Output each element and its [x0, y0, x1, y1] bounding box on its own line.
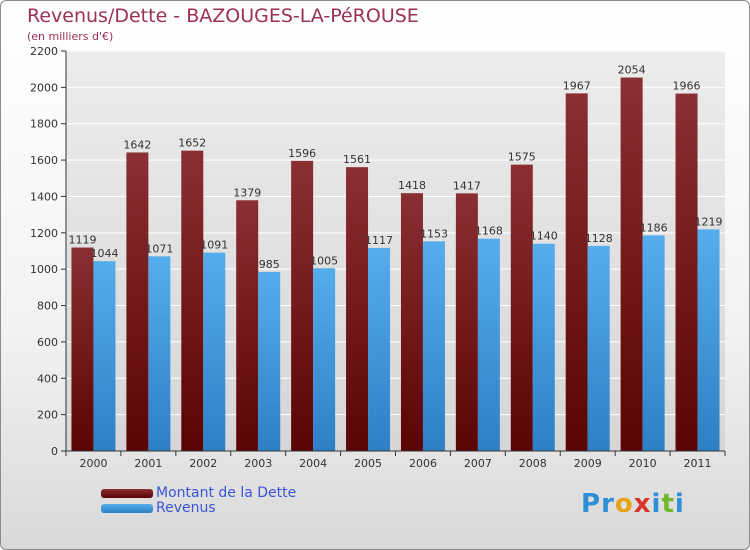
bar-revenus	[93, 261, 116, 451]
y-tick-label: 1000	[30, 263, 58, 276]
bar-dette	[400, 193, 423, 451]
y-tick-label: 1600	[30, 154, 58, 167]
bar-dette	[346, 167, 369, 451]
data-label: 1140	[530, 230, 558, 243]
bar-dette	[71, 247, 94, 451]
bar-dette	[620, 77, 643, 451]
x-tick-label: 2002	[189, 457, 217, 470]
logo-letter: o	[614, 489, 634, 519]
bar-dette	[181, 150, 204, 452]
bar-dette	[291, 160, 314, 451]
y-tick-label: 600	[37, 336, 58, 349]
data-label: 1966	[673, 80, 701, 93]
data-label: 1119	[68, 234, 96, 247]
y-tick-label: 0	[51, 445, 58, 458]
data-label: 1168	[475, 225, 503, 238]
legend-label-revenus: Revenus	[156, 500, 216, 516]
y-tick-label: 1400	[30, 190, 58, 203]
bar-revenus	[642, 235, 665, 451]
data-label: 1418	[398, 179, 426, 192]
bar-dette	[565, 93, 588, 451]
y-tick-label: 200	[37, 409, 58, 422]
proxiti-logo: Proxiti	[581, 489, 685, 519]
plot-area	[66, 51, 725, 451]
logo-letter: i	[674, 489, 685, 519]
data-label: 1153	[420, 227, 448, 240]
logo-letter: P	[581, 489, 602, 519]
bar-revenus	[258, 271, 281, 451]
logo-letter: i	[651, 489, 662, 519]
data-label: 1005	[310, 254, 338, 267]
y-tick-label: 2000	[30, 81, 58, 94]
bar-revenus	[203, 252, 226, 451]
bar-dette	[236, 200, 259, 451]
x-tick-label: 2004	[299, 457, 327, 470]
bar-revenus	[148, 256, 171, 451]
data-label: 1596	[288, 147, 316, 160]
x-tick-label: 2003	[244, 457, 272, 470]
x-tick-label: 2006	[409, 457, 437, 470]
data-label: 1652	[178, 137, 206, 150]
legend-swatch-dette	[101, 489, 153, 498]
legend-label-dette: Montant de la Dette	[156, 485, 297, 501]
logo-letter: r	[601, 489, 615, 519]
x-tick-label: 2005	[354, 457, 382, 470]
data-label: 1186	[640, 221, 668, 234]
data-label: 1117	[365, 234, 393, 247]
y-tick-label: 400	[37, 372, 58, 385]
bar-revenus	[477, 238, 500, 451]
y-tick-label: 1200	[30, 227, 58, 240]
x-tick-label: 2000	[79, 457, 107, 470]
x-tick-label: 2011	[684, 457, 712, 470]
data-label: 1561	[343, 153, 371, 166]
data-label: 1417	[453, 179, 481, 192]
legend-swatch-revenus	[101, 504, 153, 513]
bar-revenus	[587, 245, 610, 451]
data-label: 1128	[585, 232, 613, 245]
bar-revenus	[422, 241, 445, 451]
data-label: 1967	[563, 79, 591, 92]
data-label: 1091	[200, 239, 228, 252]
x-tick-label: 2009	[574, 457, 602, 470]
data-label: 1642	[123, 138, 151, 151]
x-tick-label: 2001	[134, 457, 162, 470]
x-tick-label: 2010	[629, 457, 657, 470]
logo-letter: t	[661, 489, 675, 519]
data-label: 1071	[145, 242, 173, 255]
y-tick-label: 800	[37, 300, 58, 313]
chart-title: Revenus/Dette - BAZOUGES-LA-PéROUSE	[27, 5, 419, 27]
data-label: 2054	[618, 64, 646, 77]
x-tick-label: 2008	[519, 457, 547, 470]
y-tick-label: 2200	[30, 45, 58, 58]
bar-dette	[510, 164, 533, 452]
bar-dette	[126, 152, 149, 452]
data-label: 1219	[695, 215, 723, 228]
data-label: 985	[259, 258, 280, 271]
bar-revenus	[532, 243, 555, 451]
chart-subtitle: (en milliers d'€)	[27, 30, 114, 43]
data-label: 1044	[90, 247, 118, 260]
bar-dette	[455, 193, 478, 451]
logo-letter: x	[633, 489, 652, 519]
bar-revenus	[368, 247, 391, 451]
bar-dette	[675, 93, 698, 451]
y-tick-label: 1800	[30, 118, 58, 131]
bar-revenus	[313, 268, 336, 451]
x-tick-label: 2007	[464, 457, 492, 470]
data-label: 1575	[508, 151, 536, 164]
data-label: 1379	[233, 186, 261, 199]
bar-revenus	[697, 229, 720, 451]
